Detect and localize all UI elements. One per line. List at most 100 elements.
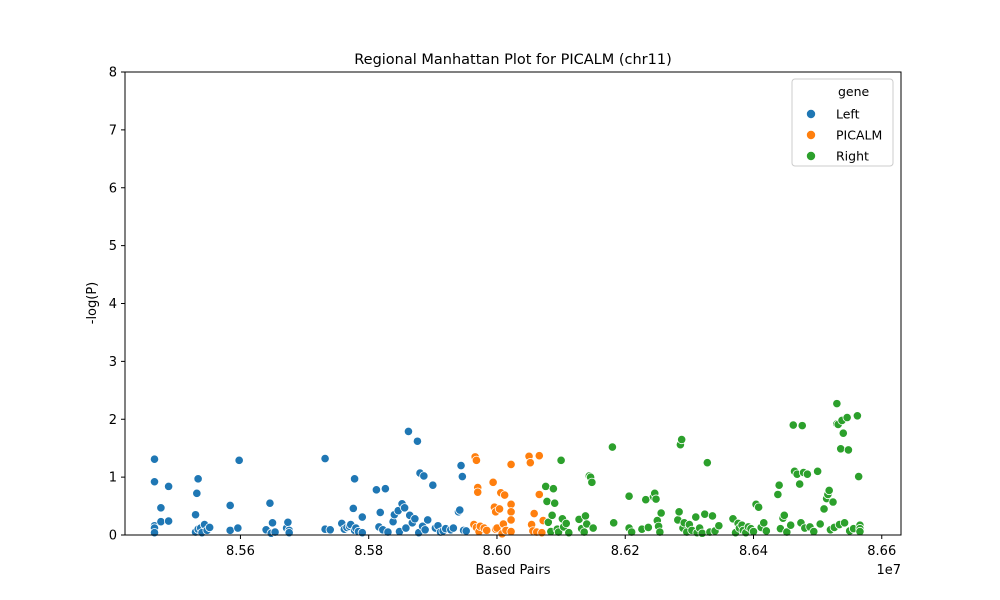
series-left xyxy=(149,426,471,538)
data-point xyxy=(641,495,651,505)
data-point xyxy=(579,527,589,537)
x-axis-offset-label: 1e7 xyxy=(876,563,901,578)
data-point xyxy=(529,508,539,519)
data-point xyxy=(506,459,516,469)
data-point xyxy=(164,516,174,526)
data-point xyxy=(624,491,634,501)
data-point xyxy=(547,510,557,520)
y-tick-label: 0 xyxy=(109,529,117,544)
data-point xyxy=(824,485,834,496)
data-point xyxy=(819,504,829,514)
data-point xyxy=(836,444,846,454)
legend-title: gene xyxy=(838,84,870,99)
data-point xyxy=(773,489,783,500)
data-point xyxy=(457,471,467,482)
data-point xyxy=(348,503,358,513)
data-point xyxy=(839,518,850,528)
data-point xyxy=(786,520,796,530)
data-point xyxy=(357,512,367,522)
series-right xyxy=(541,399,865,538)
data-point xyxy=(461,526,471,536)
data-point xyxy=(779,510,789,520)
data-point xyxy=(815,519,825,529)
x-axis-title: Based Pairs xyxy=(476,563,551,578)
data-point xyxy=(582,519,592,529)
data-point xyxy=(473,487,483,497)
data-point xyxy=(455,505,465,515)
data-point xyxy=(855,526,865,537)
data-point xyxy=(656,508,666,518)
legend-label: PICALM xyxy=(836,128,882,143)
data-point xyxy=(759,518,769,528)
data-point xyxy=(448,523,458,533)
data-point xyxy=(156,503,166,513)
legend-label: Left xyxy=(836,107,860,122)
data-point xyxy=(788,420,798,430)
data-point xyxy=(795,479,805,489)
data-point xyxy=(471,455,482,465)
data-point xyxy=(842,412,852,423)
legend-marker xyxy=(806,150,817,161)
data-point xyxy=(412,436,423,446)
data-point xyxy=(828,497,838,507)
data-point xyxy=(843,445,854,455)
data-point xyxy=(564,528,574,538)
data-point xyxy=(193,474,203,484)
legend-items: Left PICALM Right xyxy=(806,107,882,164)
data-point xyxy=(420,525,430,535)
y-axis: 0 1 2 3 4 5 6 7 8 xyxy=(109,66,125,544)
data-point xyxy=(607,442,618,452)
legend: gene Left PICALM Right xyxy=(791,78,894,167)
x-tick-label: 8.60 xyxy=(482,544,511,559)
data-point xyxy=(691,512,701,522)
y-tick-label: 6 xyxy=(109,181,117,196)
data-point xyxy=(537,528,547,538)
data-point xyxy=(748,526,759,537)
data-point xyxy=(190,510,201,520)
data-point xyxy=(234,455,244,465)
data-point xyxy=(714,521,724,531)
x-axis: 8.56 8.58 8.60 8.62 8.64 8.66 xyxy=(226,535,896,559)
data-point xyxy=(149,477,160,487)
data-point xyxy=(587,477,597,487)
data-point xyxy=(580,511,591,521)
y-axis-title: -log(P) xyxy=(85,282,100,325)
data-point xyxy=(375,507,385,518)
data-point xyxy=(651,494,661,504)
y-tick-label: 7 xyxy=(109,123,117,138)
data-point xyxy=(609,518,619,528)
y-tick-label: 8 xyxy=(109,66,117,81)
data-point xyxy=(707,511,718,521)
data-point xyxy=(809,526,819,537)
data-point xyxy=(149,528,160,538)
x-tick-label: 8.56 xyxy=(226,544,255,559)
data-point xyxy=(525,458,535,468)
data-point xyxy=(754,502,764,512)
data-point xyxy=(357,528,367,538)
data-point xyxy=(320,454,330,464)
data-point xyxy=(325,525,335,535)
legend-box xyxy=(791,78,894,167)
data-point xyxy=(225,500,235,511)
data-point xyxy=(813,466,823,476)
data-point xyxy=(383,527,393,537)
data-point xyxy=(403,426,414,436)
data-point xyxy=(655,527,665,537)
data-point xyxy=(550,498,560,508)
data-point xyxy=(500,490,510,500)
data-point xyxy=(506,515,516,525)
chart-title: Regional Manhattan Plot for PICALM (chr1… xyxy=(354,52,672,68)
data-point xyxy=(534,451,544,461)
x-tick-label: 8.64 xyxy=(739,544,768,559)
data-point xyxy=(156,517,166,527)
data-point xyxy=(428,480,438,490)
data-point xyxy=(506,526,516,537)
series-picalm xyxy=(469,451,548,539)
data-point xyxy=(349,474,360,484)
data-point xyxy=(494,504,505,514)
data-point xyxy=(643,522,653,533)
data-point xyxy=(697,528,707,538)
data-point xyxy=(267,518,278,528)
legend-marker xyxy=(806,109,817,120)
data-point xyxy=(782,527,792,537)
